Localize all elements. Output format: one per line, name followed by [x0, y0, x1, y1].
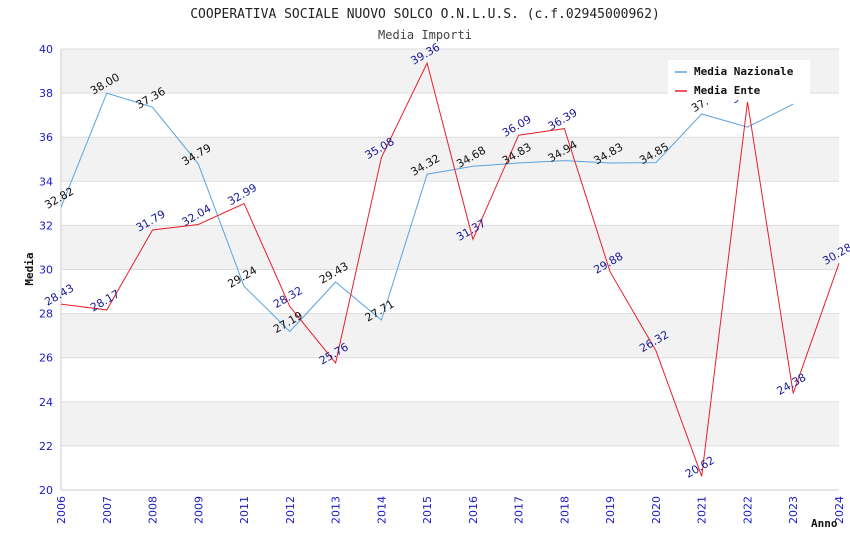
x-tick-label: 2012	[284, 496, 297, 524]
background-bands	[61, 49, 839, 490]
x-axis-label: Anno	[811, 517, 838, 530]
chart-subtitle: Media Importi	[378, 28, 472, 42]
y-tick-label: 28	[39, 308, 53, 321]
background-band	[61, 445, 839, 490]
x-axis-ticks: 2006 2007 2008 2009 2011 2012 2013 2014 2015 2016…	[55, 496, 846, 524]
x-tick-label: 2022	[741, 496, 754, 524]
chart-title: COOPERATIVA SOCIALE NUOVO SOLCO O.N.L.U.…	[190, 7, 660, 22]
y-tick-label: 40	[39, 43, 53, 56]
background-band	[61, 225, 839, 270]
x-tick-label: 2013	[330, 496, 343, 524]
y-tick-label: 22	[39, 440, 53, 453]
gridlines	[60, 48, 839, 491]
legend-label-nazionale: Media Nazionale	[694, 65, 794, 78]
x-tick-label: 2008	[147, 496, 160, 524]
y-tick-label: 34	[39, 175, 53, 188]
x-tick-label: 2017	[513, 496, 526, 524]
legend: Media Nazionale Media Ente	[668, 60, 810, 100]
x-tick-label: 2019	[604, 496, 617, 524]
x-tick-label: 2014	[375, 496, 388, 524]
y-tick-label: 20	[39, 484, 53, 497]
background-band	[61, 357, 839, 402]
background-band	[61, 269, 839, 314]
x-tick-label: 2021	[696, 496, 709, 524]
background-band	[61, 93, 839, 138]
series-line-ente	[60, 61, 840, 477]
x-tick-label: 2009	[192, 496, 205, 524]
y-tick-label: 38	[39, 87, 53, 100]
background-band	[61, 137, 839, 182]
x-tick-label: 2023	[787, 496, 800, 524]
series-group	[60, 61, 840, 477]
y-tick-label: 24	[39, 396, 53, 409]
x-tick-label: 2018	[558, 496, 571, 524]
y-tick-label: 32	[39, 219, 53, 232]
y-tick-label: 30	[39, 264, 53, 277]
x-tick-label: 2006	[55, 496, 68, 524]
series-line-nazionale	[60, 92, 794, 333]
y-axis-ticks: 20 22 24 26 28 30 32 34 36 38 40	[39, 43, 53, 497]
legend-label-ente: Media Ente	[694, 84, 761, 97]
background-band	[61, 313, 839, 358]
y-tick-label: 26	[39, 352, 53, 365]
x-tick-label: 2020	[650, 496, 663, 524]
x-tick-label: 2007	[101, 496, 114, 524]
y-axis-label: Media	[23, 252, 36, 285]
x-tick-label: 2016	[467, 496, 480, 524]
x-tick-label: 2024	[833, 496, 846, 524]
x-tick-label: 2015	[421, 496, 434, 524]
background-band	[61, 401, 839, 446]
background-band	[61, 181, 839, 226]
y-tick-label: 36	[39, 131, 53, 144]
legend-box	[668, 60, 810, 100]
x-tick-label: 2011	[238, 496, 251, 524]
